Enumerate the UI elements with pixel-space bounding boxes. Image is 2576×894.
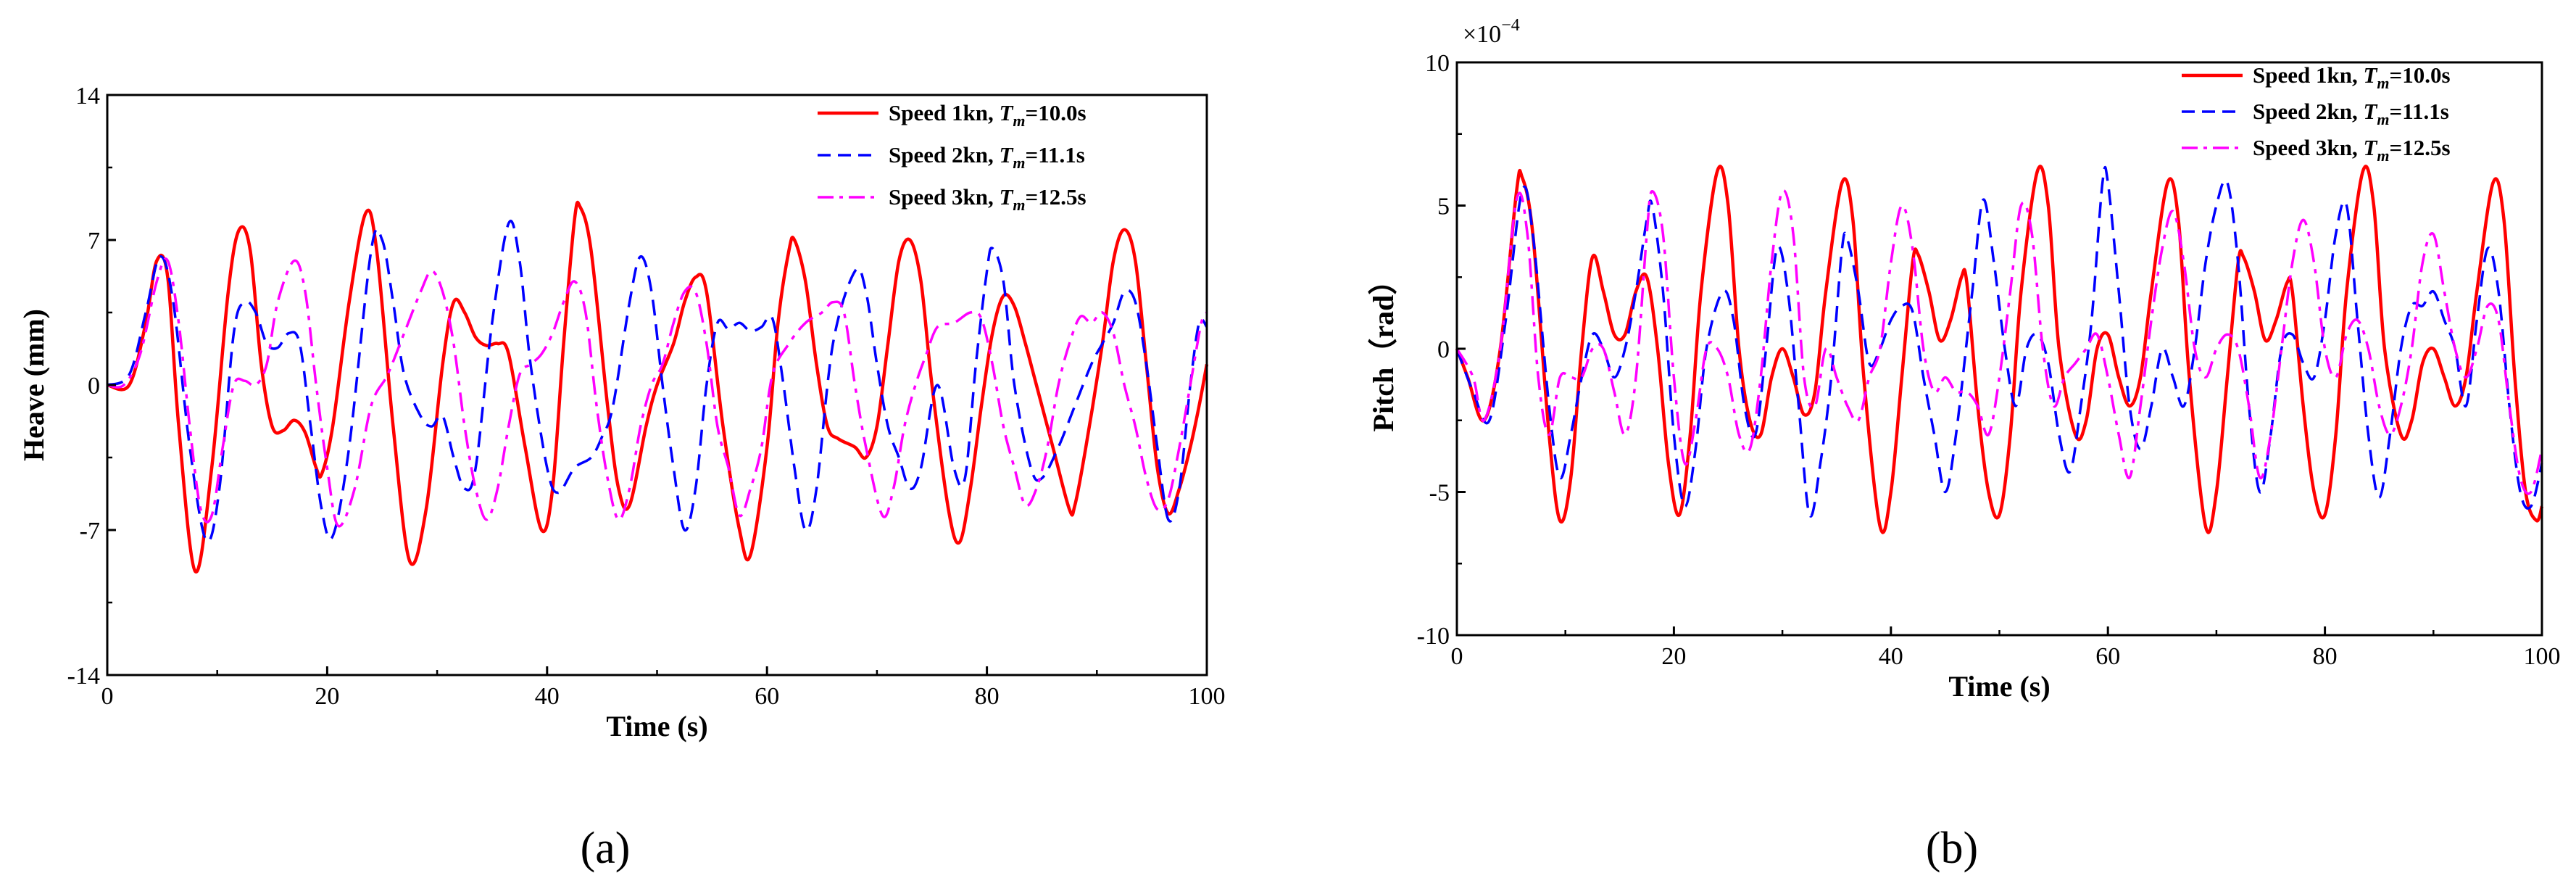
- heave-chart: 0 20 40 60 80 100 -14 -7 0 7 14 Heave (mm) Time (s…: [17, 83, 1226, 873]
- y-tick-label: 0: [88, 373, 100, 400]
- y-tick-label: 14: [75, 83, 100, 109]
- pitch-x-axis-label: Time (s): [1948, 670, 2050, 703]
- heave-legend: Speed 1kn, Tm=10.0s Speed 2kn, Tm=11.1s Sp…: [818, 100, 1087, 214]
- series-line-3: [107, 257, 1208, 528]
- x-tick-label: 60: [755, 683, 779, 710]
- legend-label: Speed 1kn, Tm=10.0s: [889, 100, 1087, 130]
- legend-item-1: Speed 1kn, Tm=10.0s: [818, 100, 1087, 130]
- x-tick-label: 20: [1661, 643, 1686, 670]
- y-tick-label: -5: [1429, 480, 1450, 507]
- pitch-legend: Speed 1kn, Tm=10.0s Speed 2kn, Tm=11.1s Sp…: [2182, 62, 2451, 165]
- y-tick-label: 0: [1437, 336, 1450, 363]
- series-line-2: [107, 220, 1208, 543]
- y-tick-label: 7: [88, 228, 100, 254]
- series-line-1: [1455, 165, 2544, 534]
- x-tick-label: 40: [535, 683, 560, 710]
- pitch-multiplier-exponent: −4: [1501, 16, 1520, 35]
- x-tick-label: 60: [2095, 643, 2120, 670]
- panel-label-b: (b): [1926, 824, 1978, 873]
- legend-item-2: Speed 2kn, Tm=11.1s: [818, 142, 1085, 172]
- y-tick-label: -14: [67, 663, 100, 690]
- heave-y-axis-label: Heave (mm): [17, 309, 50, 461]
- legend-item-1: Speed 1kn, Tm=10.0s: [2182, 62, 2451, 92]
- y-tick-label: 5: [1437, 194, 1450, 220]
- heave-chart-series: [107, 201, 1209, 574]
- pitch-multiplier-base: ×10: [1463, 21, 1501, 48]
- heave-chart-ticks: 0 20 40 60 80 100 -14 -7 0 7 14: [67, 83, 1226, 710]
- pitch-y-multiplier: ×10−4: [1463, 16, 1520, 48]
- x-tick-label: 100: [2524, 643, 2561, 670]
- y-tick-label: -7: [80, 518, 100, 545]
- x-tick-label: 40: [1879, 643, 1903, 670]
- legend-item-3: Speed 3kn, Tm=12.5s: [818, 184, 1087, 214]
- series-line-3: [1455, 189, 2543, 495]
- x-tick-label: 80: [2313, 643, 2338, 670]
- pitch-chart-series: [1455, 165, 2544, 534]
- series-line-1: [107, 201, 1209, 574]
- y-tick-label: 10: [1425, 50, 1450, 77]
- legend-item-3: Speed 3kn, Tm=12.5s: [2182, 135, 2451, 165]
- legend-item-2: Speed 2kn, Tm=11.1s: [2182, 99, 2449, 128]
- legend-label: Speed 1kn, Tm=10.0s: [2253, 62, 2451, 92]
- pitch-chart-ticks: 0 20 40 60 80 100 -10 -5 0 5 10: [1417, 50, 2561, 670]
- x-tick-label: 100: [1189, 683, 1226, 710]
- x-tick-label: 80: [975, 683, 1000, 710]
- pitch-y-axis-label: Pitch（rad）: [1367, 266, 1400, 432]
- legend-label: Speed 2kn, Tm=11.1s: [2253, 99, 2449, 128]
- legend-label: Speed 3kn, Tm=12.5s: [889, 184, 1087, 214]
- panel-label-a: (a): [581, 824, 631, 873]
- y-tick-label: -10: [1417, 623, 1450, 650]
- x-tick-label: 0: [1451, 643, 1463, 670]
- legend-label: Speed 3kn, Tm=12.5s: [2253, 135, 2451, 165]
- heave-x-axis-label: Time (s): [606, 710, 707, 742]
- x-tick-label: 20: [315, 683, 339, 710]
- legend-label: Speed 2kn, Tm=11.1s: [889, 142, 1085, 172]
- series-line-2: [1455, 165, 2543, 518]
- x-tick-label: 0: [101, 683, 114, 710]
- pitch-chart: 0 20 40 60 80 100 -10 -5 0 5 10 ×10−4 Pitch（rad） T…: [1367, 16, 2561, 873]
